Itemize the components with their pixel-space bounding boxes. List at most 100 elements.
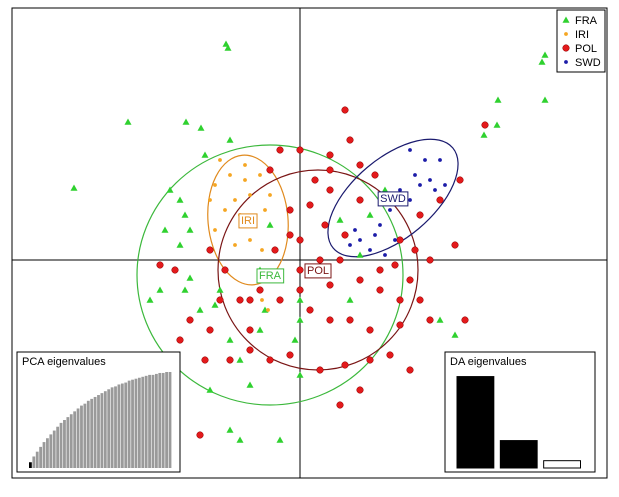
point [296,236,304,244]
point [451,241,459,249]
point [396,296,404,304]
ellipses [136,138,459,406]
point [366,356,374,364]
point [541,51,549,58]
eigenvalue-bar [103,391,107,468]
point [436,196,444,204]
eigenvalue-bar [456,376,495,469]
eigenvalue-bar [134,378,138,468]
point [326,151,334,159]
point [213,183,217,187]
point [263,208,267,212]
eigenvalue-bar [86,400,90,468]
point [286,351,294,359]
point [408,148,412,152]
point [296,266,304,274]
point [356,276,364,284]
point [341,361,349,369]
point [296,316,304,323]
eigenvalue-bar [56,426,60,468]
point [243,178,247,182]
point [208,198,212,202]
point [426,256,434,264]
eigenvalue-bar [100,393,104,468]
point [353,228,357,232]
point [196,306,204,313]
point [211,301,219,308]
point [171,266,179,274]
eigenvalue-bar [97,395,100,468]
point [538,58,546,65]
point [461,316,469,324]
point [201,356,209,364]
point [228,173,232,177]
point [182,118,190,125]
eigenvalue-bar [124,382,128,468]
eigenvalue-bar [165,372,168,468]
point [166,186,174,193]
point [256,326,264,333]
eigenvalue-bar [93,396,97,468]
point [451,331,459,338]
point [406,366,414,374]
point [311,176,319,184]
point [276,146,284,154]
point [181,286,189,293]
point [296,296,304,303]
eigenvalue-bar [137,377,141,468]
point [326,316,334,324]
point [260,248,264,252]
point [480,131,488,138]
point [391,261,399,269]
point [70,184,78,191]
point [316,256,324,264]
point [248,238,252,242]
point [316,366,324,374]
eigenvalue-bar [131,379,134,468]
point [260,298,264,302]
point [366,211,374,218]
point [321,221,329,229]
eigenvalue-bar [90,398,94,468]
point [336,401,344,409]
point [376,266,384,274]
point [336,216,344,223]
point [236,356,244,363]
point [443,183,447,187]
point [416,296,424,304]
point [411,246,419,254]
point [248,193,252,197]
eigenvalue-bar [63,420,66,468]
point [376,286,384,294]
point [388,208,392,212]
eigenvalue-bar [168,372,172,468]
point [124,118,132,125]
point [213,228,217,232]
point [356,386,364,394]
eigenvalue-bar [73,411,77,468]
legend: FRA IRI POL SWD [556,9,606,73]
point [326,186,334,194]
point [196,431,204,439]
eigenvalue-bar [107,389,111,468]
group-label-box [377,191,409,207]
eigenvalue-bar [158,372,162,468]
point [366,326,374,334]
legend-marker [562,16,570,23]
legend-label: IRI [575,29,589,41]
inset: DA eigenvalues [444,351,596,473]
eigenvalue-bar [80,405,83,468]
legend-marker [564,60,568,64]
legend-marker [564,32,568,36]
point [481,121,489,129]
point [291,336,299,343]
eigenvalue-bar [39,446,43,468]
point [233,243,237,247]
point [266,166,274,174]
point [296,146,304,154]
point [408,198,412,202]
eigenvalue-bar [120,383,124,468]
point [268,193,272,197]
eigenvalue-bar [66,417,70,468]
